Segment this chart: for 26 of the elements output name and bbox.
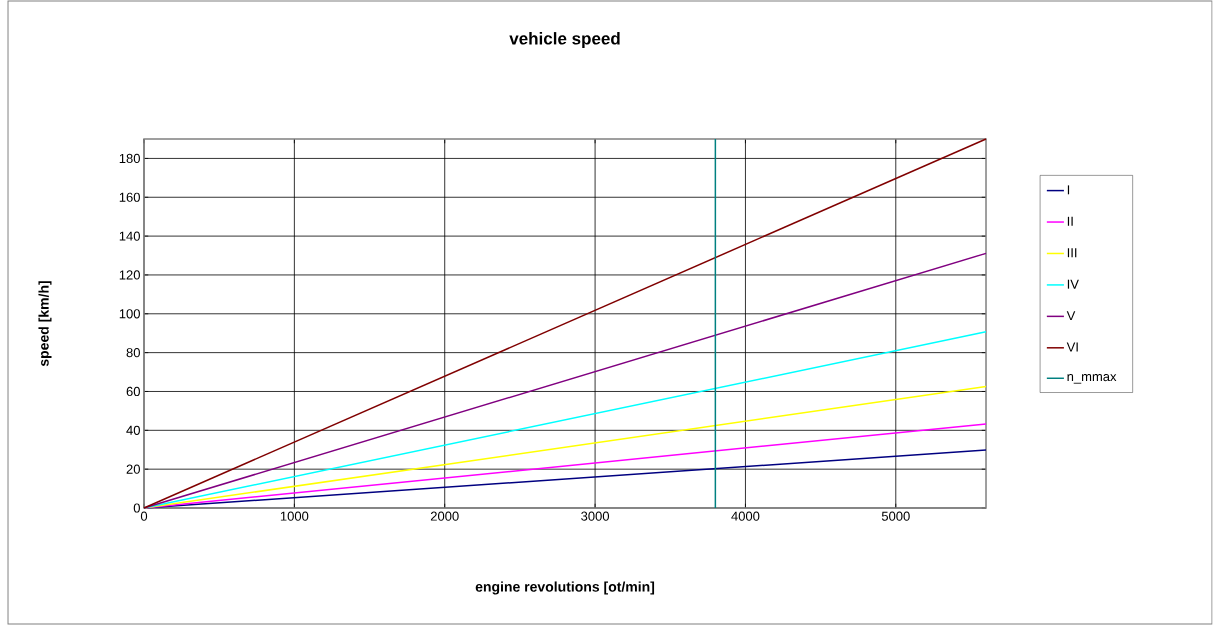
x-tick-label: 2000: [430, 511, 459, 521]
legend-label: n_mmax: [1067, 374, 1117, 384]
x-tick-label: 0: [140, 511, 148, 521]
chart-title: vehicle speed: [509, 32, 620, 48]
x-tick-label: 3000: [581, 511, 610, 521]
y-tick-label: 140: [119, 231, 140, 241]
x-axis-title: engine revolutions [ot/min]: [475, 581, 655, 595]
y-tick-label: 120: [119, 270, 140, 280]
x-tick-label: 4000: [731, 511, 760, 521]
legend-label: I: [1067, 185, 1070, 195]
legend-label: II: [1067, 216, 1073, 226]
y-tick-label: 60: [126, 386, 140, 397]
y-tick-label: 20: [126, 464, 140, 474]
legend-label: V: [1066, 311, 1076, 321]
y-tick-label: 180: [119, 153, 140, 164]
y-axis-title: speed [km/h]: [38, 281, 52, 367]
y-tick-label: 0: [133, 503, 140, 513]
legend-label: VI: [1066, 342, 1078, 352]
legend-label: III: [1067, 248, 1077, 258]
x-tick-label: 5000: [881, 511, 910, 521]
y-tick-label: 80: [126, 348, 140, 358]
y-tick-label: 160: [119, 192, 140, 202]
legend-label: IV: [1067, 279, 1079, 289]
y-tick-label: 100: [119, 309, 140, 319]
y-tick-label: 40: [126, 425, 140, 435]
x-tick-label: 1000: [280, 511, 309, 521]
